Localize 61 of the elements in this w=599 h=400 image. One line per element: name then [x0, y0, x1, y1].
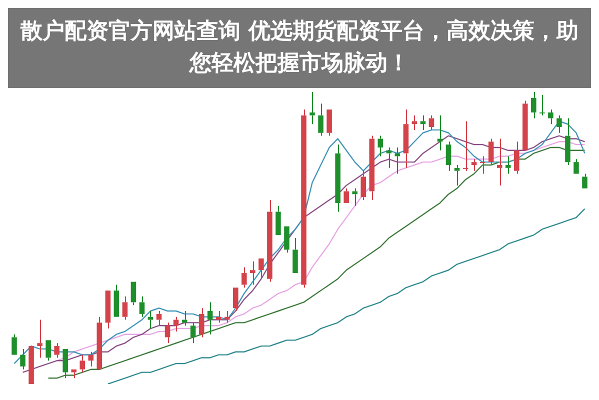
- candlestick: [258, 258, 264, 280]
- candlestick: [369, 135, 375, 201]
- candlestick: [335, 144, 340, 212]
- candlestick: [96, 316, 102, 370]
- candlestick: [130, 282, 136, 306]
- candlestick: [403, 109, 409, 168]
- candlestick: [122, 296, 128, 320]
- candlestick: [216, 310, 222, 324]
- candlestick: [454, 164, 460, 186]
- candlestick: [224, 310, 230, 324]
- candlestick: [292, 238, 298, 274]
- candlestick: [20, 348, 26, 370]
- candlestick: [267, 200, 272, 282]
- candlestick: [12, 334, 17, 355]
- candlestick: [71, 369, 76, 379]
- candlestick: [164, 322, 170, 344]
- candlestick: [514, 141, 520, 174]
- candlestick: [574, 158, 579, 174]
- candlestick: [326, 110, 332, 136]
- candlestick: [114, 284, 120, 317]
- candlestick: [207, 302, 213, 335]
- candlestick: [420, 114, 426, 130]
- candlestick: [505, 156, 511, 174]
- candlestick: [250, 260, 256, 286]
- candlestick: [437, 114, 443, 151]
- candlestick: [198, 308, 204, 338]
- candlestick: [540, 94, 545, 116]
- candlestick: [428, 114, 434, 130]
- candlestick: [301, 109, 306, 288]
- candlestick: [242, 266, 247, 288]
- candlestick: [318, 103, 324, 136]
- candlestick: [54, 342, 60, 358]
- candlestick: [531, 92, 536, 119]
- candlestick: [190, 322, 196, 344]
- candlestick: [310, 92, 315, 125]
- candlestick: [37, 319, 42, 358]
- candlestick: [105, 290, 111, 330]
- candlestick: [446, 141, 452, 172]
- candlestick: [156, 310, 162, 326]
- candlestick: [233, 288, 238, 312]
- chart-title: 散户配资官方网站查询 优选期货配资平台，高效决策，助您轻松把握市场脉动！: [8, 8, 591, 88]
- candlestick: [80, 354, 86, 373]
- candlestick: [556, 114, 562, 134]
- candlestick: [62, 348, 68, 379]
- candlestick: [386, 146, 392, 168]
- candlestick: [284, 226, 290, 254]
- candlestick: [496, 138, 502, 186]
- candlestick: [565, 118, 570, 166]
- candlestick: [548, 109, 554, 125]
- candlestick: [378, 135, 384, 157]
- candlestick: [488, 138, 494, 166]
- candlestick: [471, 158, 477, 172]
- candlestick: [462, 120, 468, 172]
- candlestick: [344, 188, 349, 203]
- candlestick: [46, 340, 51, 362]
- candlestick: [480, 156, 486, 174]
- candlestick: [276, 205, 281, 236]
- candlestick: [148, 310, 154, 330]
- candlestick: [360, 170, 366, 201]
- candlestick: [139, 296, 145, 318]
- candlestick: [412, 114, 418, 130]
